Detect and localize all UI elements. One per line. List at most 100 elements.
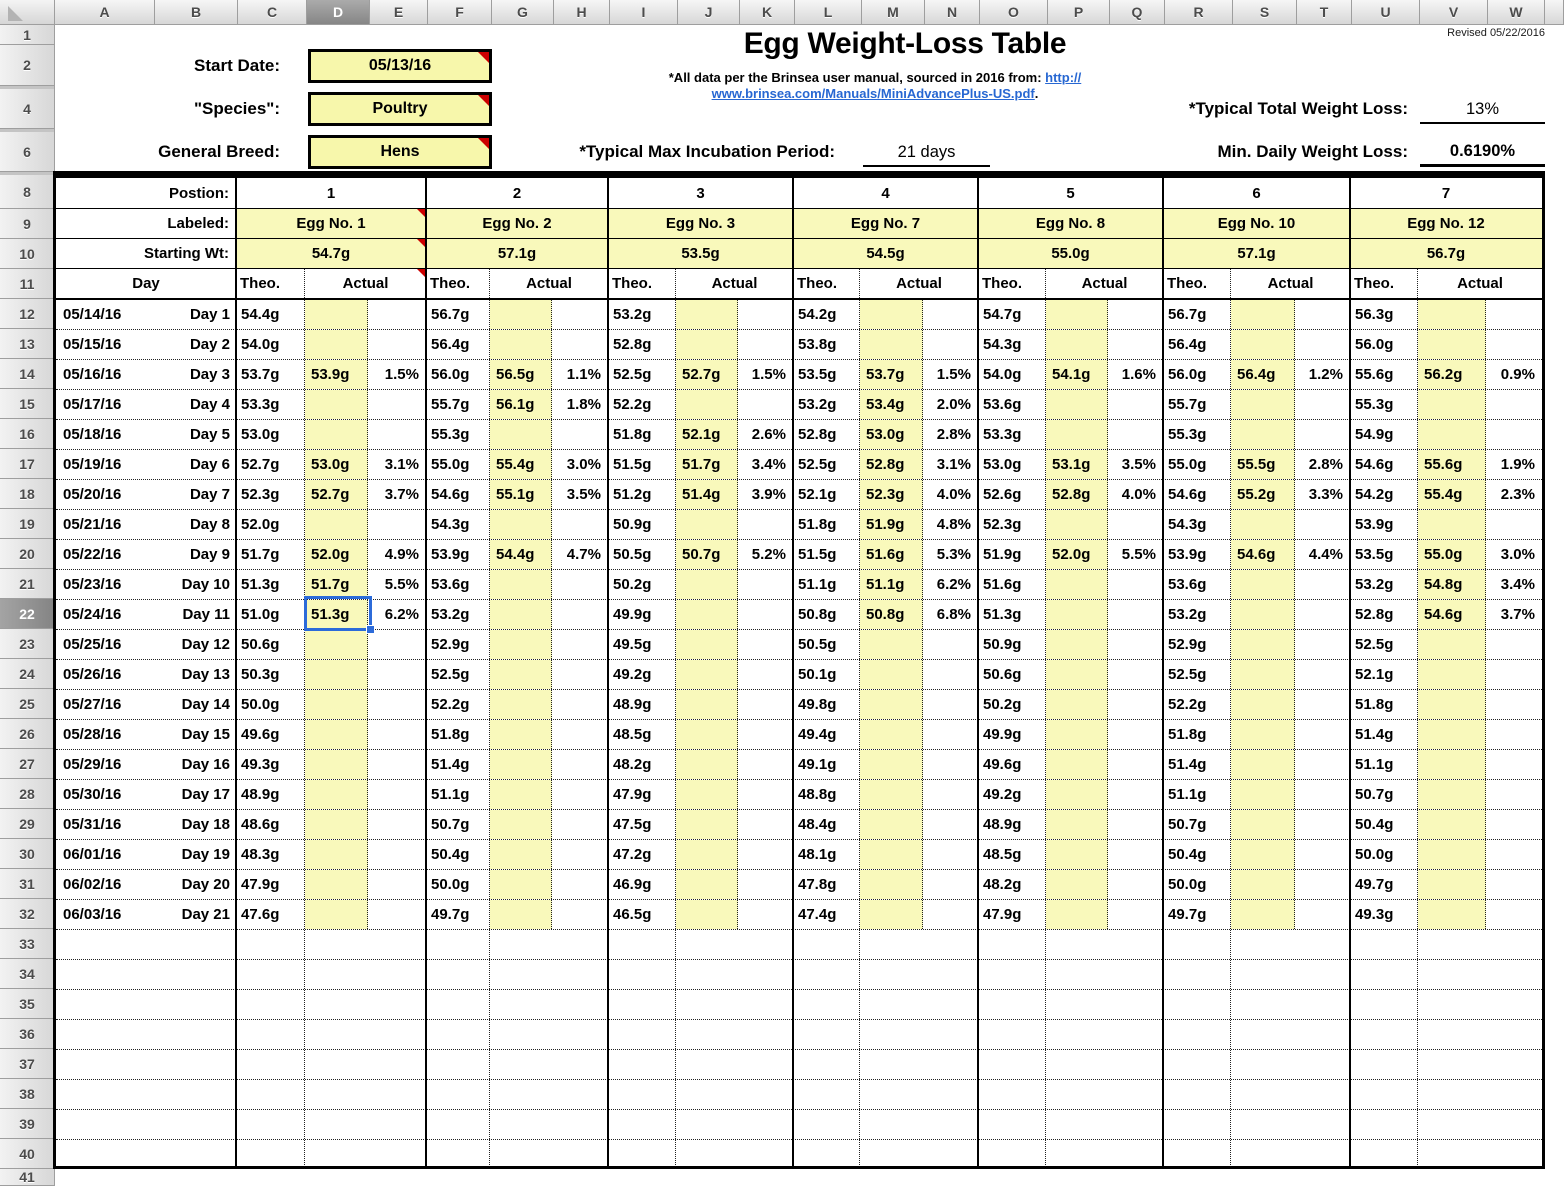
cell-W13[interactable]	[1486, 330, 1542, 359]
cell-C35[interactable]	[236, 990, 305, 1019]
cell-R17[interactable]: 55.0g	[1163, 450, 1231, 479]
cell-L25[interactable]: 49.8g	[793, 690, 860, 719]
cell-I23[interactable]: 49.5g	[608, 630, 676, 659]
cell-L12[interactable]: 54.2g	[793, 300, 860, 329]
cell-V22[interactable]: 54.6g	[1418, 600, 1486, 629]
cell-W21[interactable]: 3.4%	[1500, 576, 1535, 593]
cell-W23[interactable]	[1486, 630, 1542, 659]
cell-W19[interactable]	[1486, 510, 1542, 539]
cell-V26[interactable]	[1418, 720, 1486, 749]
cell-D37[interactable]	[305, 1050, 368, 1079]
cell-H18[interactable]: 3.5%	[566, 486, 601, 503]
cell-V38[interactable]	[1418, 1080, 1486, 1109]
cell-U28[interactable]: 50.7g	[1350, 780, 1418, 809]
cell-P31[interactable]	[1046, 870, 1108, 899]
cell-K23[interactable]	[738, 630, 793, 659]
cell-R15[interactable]: 55.7g	[1163, 390, 1231, 419]
cell-V34[interactable]	[1418, 960, 1486, 989]
cell-N19[interactable]: 4.8%	[936, 516, 971, 533]
cell-M12[interactable]	[860, 300, 923, 329]
cell-P29[interactable]	[1046, 810, 1108, 839]
cell-O21[interactable]: 51.6g	[978, 570, 1046, 599]
cell-Q33[interactable]	[1108, 930, 1163, 959]
cell-R24[interactable]: 52.5g	[1163, 660, 1231, 689]
cell-R16[interactable]: 55.3g	[1163, 420, 1231, 449]
cell-D27[interactable]	[305, 750, 368, 779]
cell-T13[interactable]	[1295, 330, 1350, 359]
column-header-W[interactable]: W	[1488, 0, 1545, 25]
row-header-20[interactable]: 20	[0, 539, 55, 569]
row-header-17[interactable]: 17	[0, 449, 55, 479]
cell-E36[interactable]	[368, 1020, 426, 1049]
row-header-41[interactable]: 41	[0, 1169, 55, 1186]
cell-V15[interactable]	[1418, 390, 1486, 419]
cell-A18[interactable]: 05/20/16 Day 7	[56, 480, 236, 509]
cell-I20[interactable]: 50.5g	[608, 540, 676, 569]
cell-S19[interactable]	[1231, 510, 1295, 539]
cell-A14[interactable]: 05/16/16 Day 3	[56, 360, 236, 389]
cell-W36[interactable]	[1486, 1020, 1542, 1049]
cell-C30[interactable]: 48.3g	[236, 840, 305, 869]
cell-I27[interactable]: 48.2g	[608, 750, 676, 779]
position-cell-3[interactable]: 3	[696, 184, 705, 202]
cell-H28[interactable]	[552, 780, 608, 809]
cell-J37[interactable]	[676, 1050, 738, 1079]
cell-J14[interactable]: 52.7g	[676, 360, 738, 389]
cell-M32[interactable]	[860, 900, 923, 929]
cell-O27[interactable]: 49.6g	[978, 750, 1046, 779]
cell-W32[interactable]	[1486, 900, 1542, 929]
cell-W29[interactable]	[1486, 810, 1542, 839]
egg-label-cell-5[interactable]: Egg No. 8	[978, 209, 1163, 238]
cell-A26[interactable]: 05/28/16 Day 15	[56, 720, 236, 749]
cell-F40[interactable]	[426, 1140, 490, 1165]
cell-K12[interactable]	[738, 300, 793, 329]
cell-P24[interactable]	[1046, 660, 1108, 689]
column-header-L[interactable]: L	[795, 0, 862, 25]
cell-M39[interactable]	[860, 1110, 923, 1139]
row-header-11[interactable]: 11	[0, 269, 55, 299]
cell-S40[interactable]	[1231, 1140, 1295, 1165]
cell-J30[interactable]	[676, 840, 738, 869]
cell-D25[interactable]	[305, 690, 368, 719]
cell-H31[interactable]	[552, 870, 608, 899]
cell-H13[interactable]	[552, 330, 608, 359]
cell-A16[interactable]: 05/18/16 Day 5	[56, 420, 236, 449]
cell-G35[interactable]	[490, 990, 552, 1019]
cell-S37[interactable]	[1231, 1050, 1295, 1079]
fill-handle[interactable]	[366, 625, 375, 634]
cell-U35[interactable]	[1350, 990, 1418, 1019]
cell-F17[interactable]: 55.0g	[426, 450, 490, 479]
cell-C20[interactable]: 51.7g	[236, 540, 305, 569]
cell-I18[interactable]: 51.2g	[608, 480, 676, 509]
cell-W33[interactable]	[1486, 930, 1542, 959]
cell-F35[interactable]	[426, 990, 490, 1019]
cell-R35[interactable]	[1163, 990, 1231, 1019]
cell-R21[interactable]: 53.6g	[1163, 570, 1231, 599]
cell-N39[interactable]	[923, 1110, 978, 1139]
cell-U13[interactable]: 56.0g	[1350, 330, 1418, 359]
cell-I30[interactable]: 47.2g	[608, 840, 676, 869]
cell-N30[interactable]	[923, 840, 978, 869]
cell-E16[interactable]	[368, 420, 426, 449]
cell-P16[interactable]	[1046, 420, 1108, 449]
column-header-C[interactable]: C	[238, 0, 307, 25]
cell-F27[interactable]: 51.4g	[426, 750, 490, 779]
cell-K36[interactable]	[738, 1020, 793, 1049]
cell-V19[interactable]	[1418, 510, 1486, 539]
cell-Q40[interactable]	[1108, 1140, 1163, 1165]
cell-K15[interactable]	[738, 390, 793, 419]
cell-U27[interactable]: 51.1g	[1350, 750, 1418, 779]
row-header-23[interactable]: 23	[0, 629, 55, 659]
cell-U12[interactable]: 56.3g	[1350, 300, 1418, 329]
cell-T19[interactable]	[1295, 510, 1350, 539]
cell-G17[interactable]: 55.4g	[490, 450, 552, 479]
row-header-33[interactable]: 33	[0, 929, 55, 959]
cell-S15[interactable]	[1231, 390, 1295, 419]
cell-H33[interactable]	[552, 930, 608, 959]
cell-D21[interactable]: 51.7g	[305, 570, 368, 599]
cell-A23[interactable]: 05/25/16 Day 12	[56, 630, 236, 659]
cell-Q36[interactable]	[1108, 1020, 1163, 1049]
column-header-Q[interactable]: Q	[1110, 0, 1165, 25]
cell-L29[interactable]: 48.4g	[793, 810, 860, 839]
cell-V25[interactable]	[1418, 690, 1486, 719]
